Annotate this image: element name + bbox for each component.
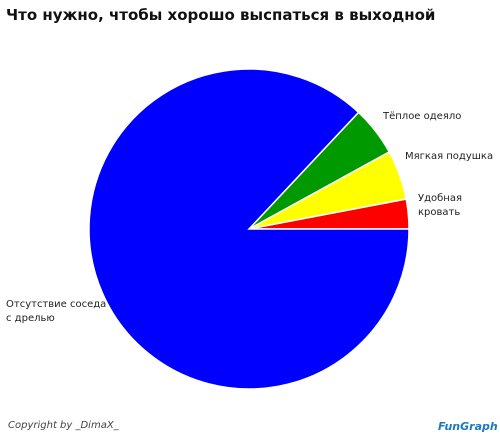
slice-label: Мягкая подушка [405, 151, 494, 162]
slice-label: Тёплое одеяло [383, 111, 462, 122]
logo: FunGraph [438, 420, 498, 433]
slice-label: Удобная кровать [418, 193, 462, 218]
copyright: Copyright by _DimaX_ [8, 420, 119, 431]
chart-title: Что нужно, чтобы хорошо выспаться в выхо… [6, 6, 436, 24]
pie-slice [88, 68, 410, 390]
slice-label: Отсутствие соседа с дрелью [6, 299, 107, 324]
